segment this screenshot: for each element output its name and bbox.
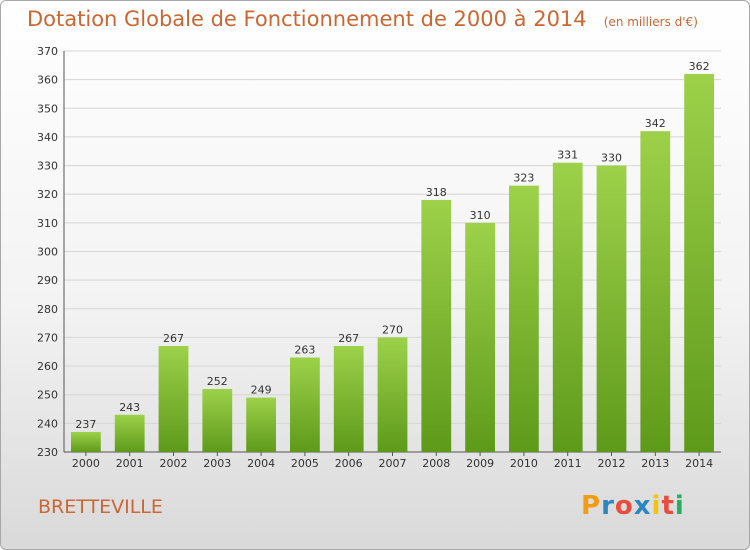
bar: [290, 357, 320, 452]
y-tick-label: 370: [37, 45, 58, 58]
logo-letter: x: [633, 491, 652, 521]
bars: [71, 73, 714, 453]
y-tick-label: 300: [37, 246, 58, 259]
y-tick-label: 270: [37, 331, 58, 344]
bar: [158, 346, 189, 452]
data-label: 252: [207, 375, 228, 388]
labels: 230 240 250 260 270 280 290 300 310 320 330 340 350 3…: [37, 45, 713, 470]
bar: [640, 131, 671, 452]
x-tick-label: 2008: [422, 457, 450, 470]
x-tick-label: 2009: [466, 457, 494, 470]
logo-letter: t: [661, 491, 675, 521]
x-tick-label: 2004: [247, 457, 275, 470]
proxiti-logo: Proxiti: [581, 491, 685, 521]
bar: [465, 222, 495, 452]
chart-subtitle: (en milliers d'€): [603, 15, 698, 29]
x-tick-label: 2010: [510, 457, 538, 470]
y-tick-label: 360: [37, 74, 58, 87]
bar: [71, 431, 101, 452]
x-tick-label: 2001: [116, 457, 144, 470]
x-tick-label: 2013: [641, 457, 669, 470]
x-tick-label: 2002: [160, 457, 188, 470]
x-tick-label: 2006: [335, 457, 363, 470]
bar: [684, 73, 714, 453]
y-tick-label: 310: [37, 217, 58, 230]
x-tick-label: 2007: [379, 457, 407, 470]
bar: [377, 337, 408, 452]
title-line: Dotation Globale de Fonctionnement de 20…: [27, 7, 698, 31]
logo-letter: i: [651, 491, 662, 521]
bar: [202, 388, 233, 452]
data-label: 362: [689, 60, 710, 73]
bar: [509, 185, 539, 452]
y-tick-label: 240: [37, 417, 58, 430]
commune-name: BRETTEVILLE: [38, 496, 163, 518]
x-tick-label: 2014: [685, 457, 713, 470]
x-tick-label: 2005: [291, 457, 319, 470]
data-label: 263: [294, 343, 315, 356]
data-label: 318: [426, 186, 447, 199]
x-tick-label: 2000: [72, 457, 100, 470]
chart-title: Dotation Globale de Fonctionnement de 20…: [27, 7, 587, 31]
bar: [596, 165, 627, 453]
y-tick-label: 350: [37, 102, 58, 115]
y-tick-label: 330: [37, 160, 58, 173]
y-tick-label: 290: [37, 274, 58, 287]
bar: [333, 346, 364, 452]
data-label: 243: [119, 401, 140, 414]
data-label: 267: [338, 332, 359, 345]
logo-letter: P: [581, 491, 602, 521]
x-tick-label: 2012: [598, 457, 626, 470]
logo-letter: i: [674, 491, 685, 521]
y-tick-label: 320: [37, 188, 58, 201]
data-label: 270: [382, 323, 403, 336]
data-label: 267: [163, 332, 184, 345]
logo-letter: o: [614, 491, 634, 521]
data-label: 331: [557, 149, 578, 162]
data-label: 330: [601, 152, 622, 165]
y-tick-label: 280: [37, 303, 58, 316]
x-tick-label: 2003: [203, 457, 231, 470]
logo-letter: r: [601, 491, 615, 521]
bar: [114, 414, 145, 452]
y-tick-label: 260: [37, 360, 58, 373]
bar: [421, 199, 452, 452]
data-label: 237: [75, 418, 96, 431]
bar: [246, 397, 276, 452]
x-tick-label: 2011: [554, 457, 582, 470]
data-label: 323: [513, 172, 534, 185]
bar: [552, 162, 583, 452]
data-label: 310: [470, 209, 491, 222]
y-tick-label: 250: [37, 389, 58, 402]
data-label: 342: [645, 117, 666, 130]
y-tick-label: 340: [37, 131, 58, 144]
data-label: 249: [251, 384, 272, 397]
y-tick-label: 230: [37, 446, 58, 459]
